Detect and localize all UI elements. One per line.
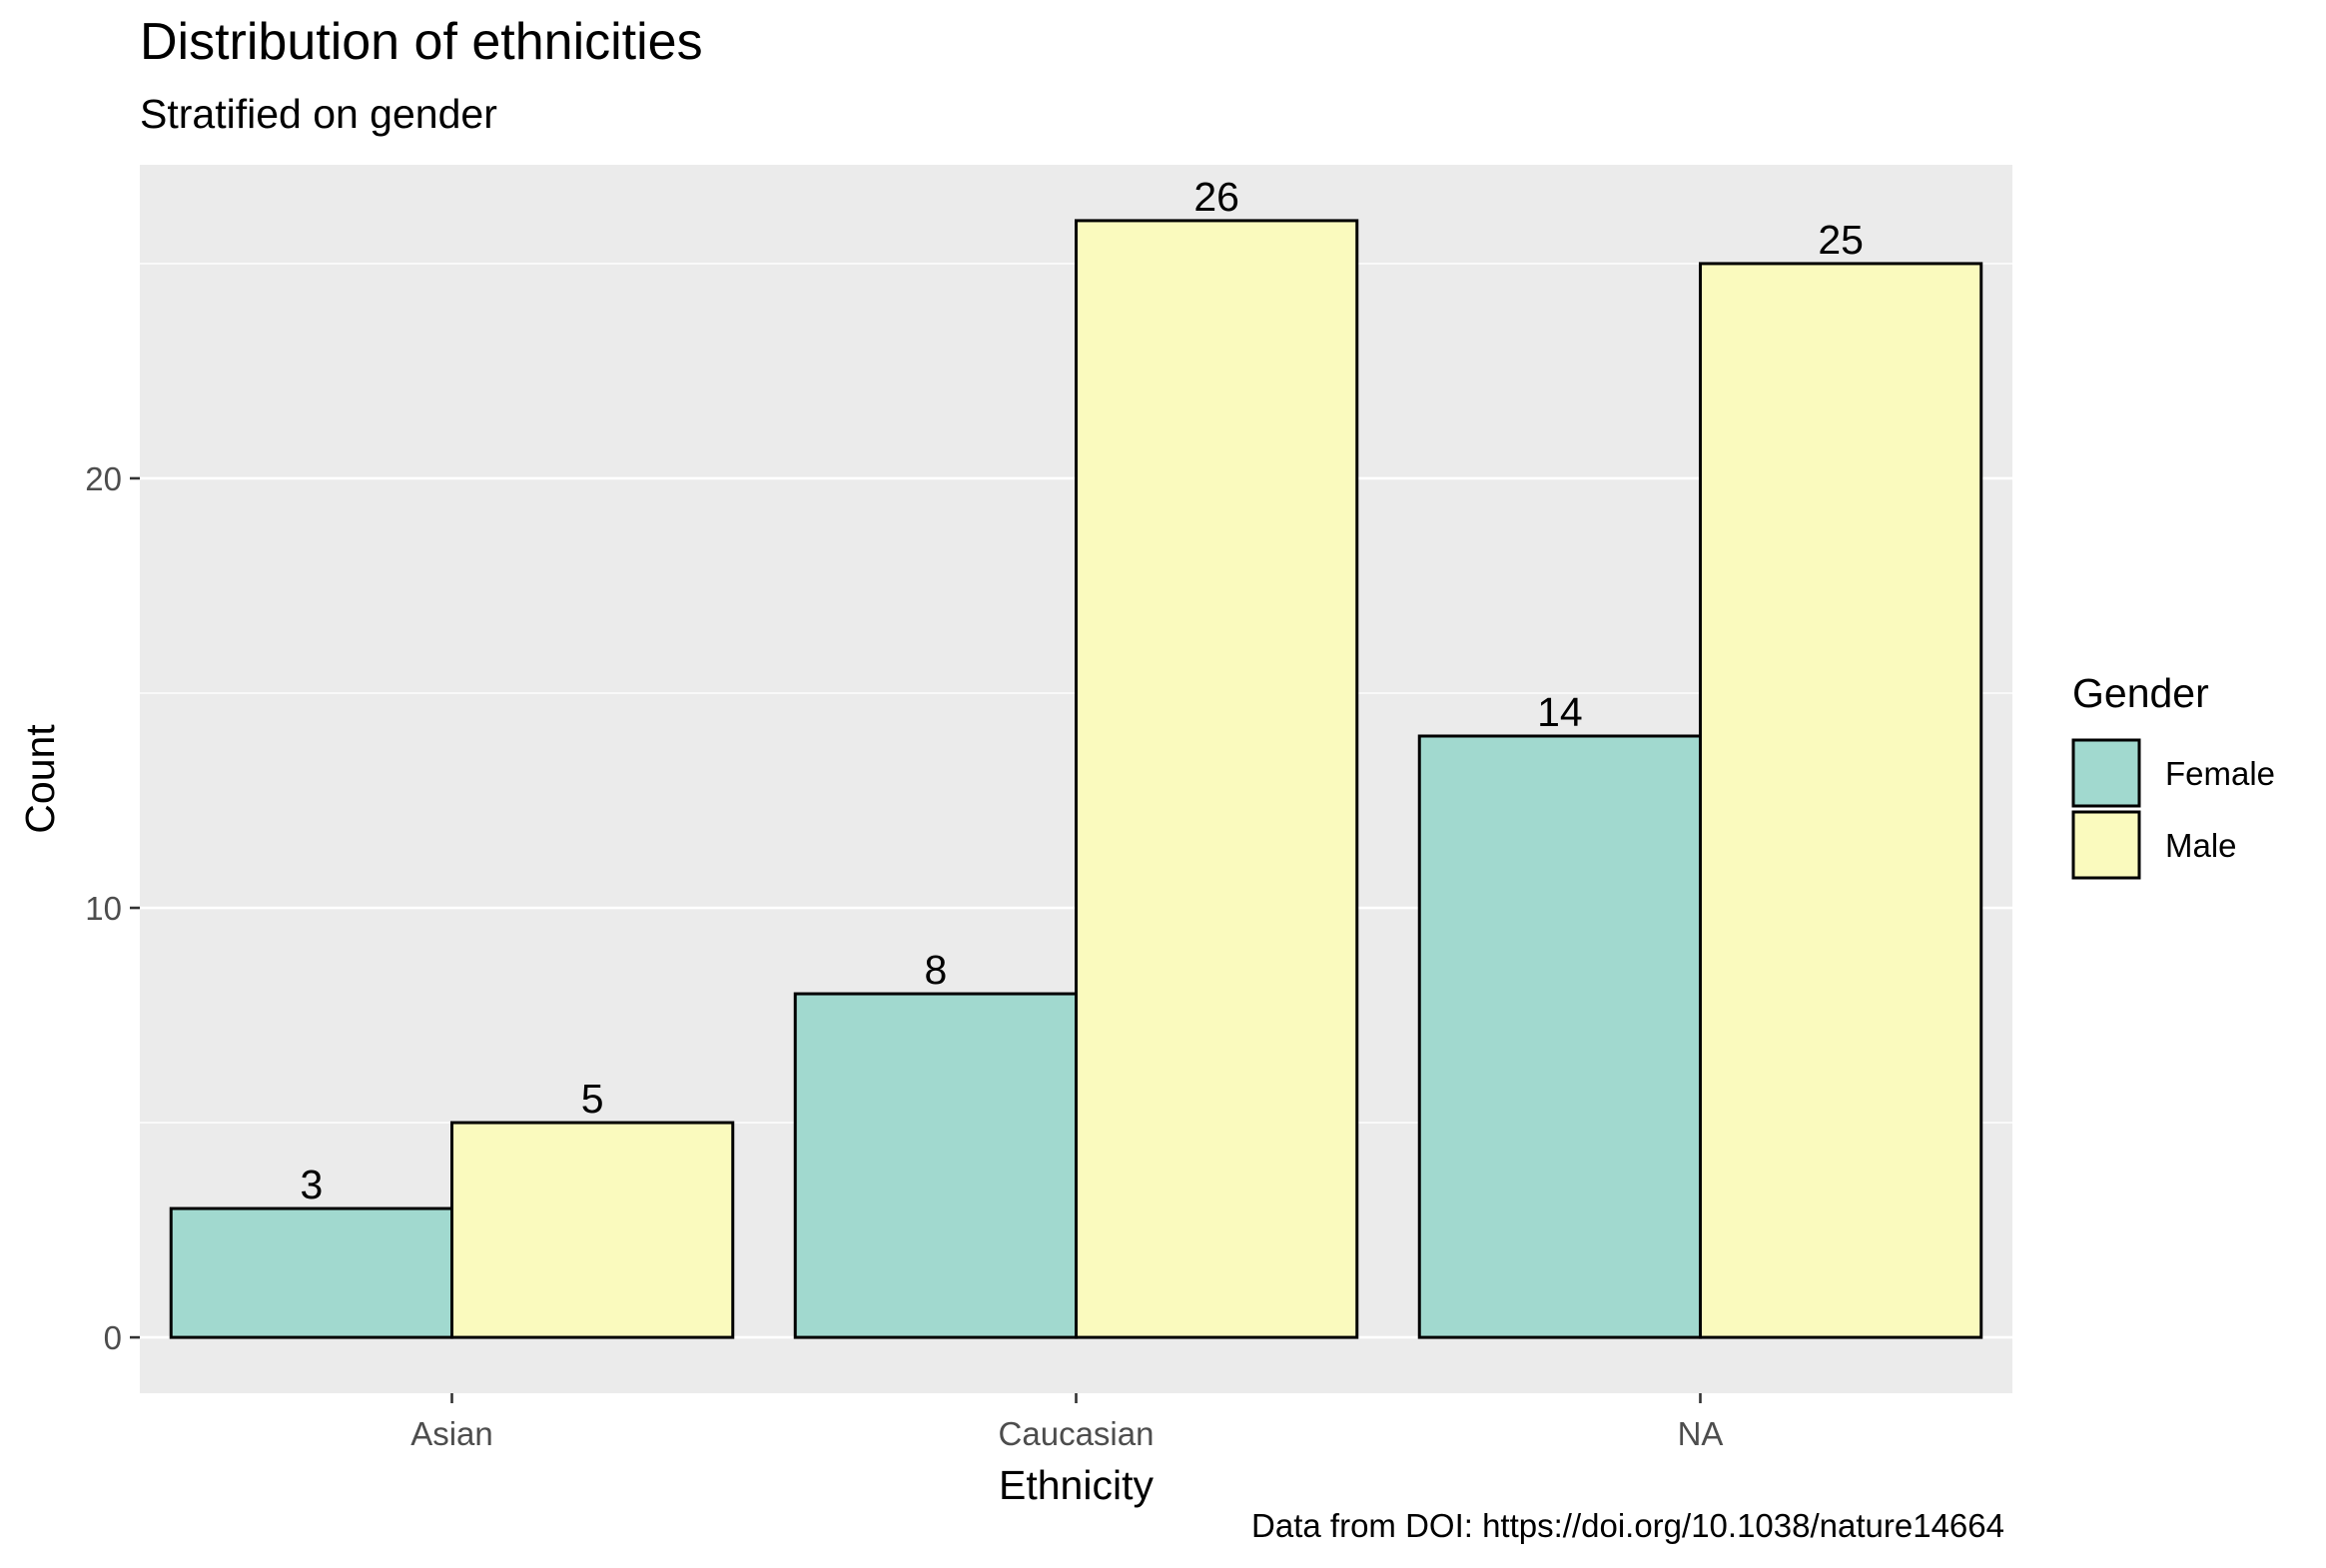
data-label-male-caucasian: 26 — [1193, 174, 1239, 220]
bars — [169, 219, 1983, 1339]
y-tick-label: 10 — [85, 890, 122, 927]
bar-female-asian — [169, 1206, 453, 1339]
data-label-male-asian: 5 — [581, 1076, 604, 1122]
x-tick-label: NA — [1678, 1415, 1724, 1452]
bar-male-caucasian — [1075, 219, 1359, 1339]
data-labels: 3 5 8 26 14 25 — [300, 174, 1863, 1207]
legend-key-female — [2071, 738, 2141, 808]
y-axis-title: Count — [17, 724, 63, 834]
data-label-male-na: 25 — [1818, 217, 1864, 263]
bar-male-na — [1699, 262, 1983, 1339]
legend-label-female: Female — [2165, 755, 2275, 792]
legend: Gender Female Male — [2071, 670, 2275, 880]
chart-caption: Data from DOI: https://doi.org/10.1038/n… — [1251, 1507, 2004, 1544]
data-label-female-asian: 3 — [300, 1162, 323, 1207]
data-label-female-caucasian: 8 — [924, 947, 947, 993]
axes: 0 10 20 Asian Caucasian NA — [85, 460, 1723, 1452]
x-tick-label: Caucasian — [999, 1415, 1155, 1452]
chart-title: Distribution of ethnicities — [140, 13, 703, 71]
data-label-female-na: 14 — [1537, 689, 1583, 735]
legend-key-male — [2071, 810, 2141, 880]
y-tick-label: 20 — [85, 460, 122, 497]
bar-female-na — [1417, 734, 1702, 1339]
y-tick-label: 0 — [104, 1319, 122, 1356]
legend-title: Gender — [2072, 670, 2209, 716]
bar-male-asian — [450, 1121, 735, 1339]
x-tick-label: Asian — [410, 1415, 493, 1452]
bar-female-caucasian — [793, 992, 1078, 1339]
chart-subtitle: Stratified on gender — [140, 91, 497, 137]
legend-label-male: Male — [2165, 827, 2237, 864]
x-axis-title: Ethnicity — [999, 1462, 1154, 1508]
